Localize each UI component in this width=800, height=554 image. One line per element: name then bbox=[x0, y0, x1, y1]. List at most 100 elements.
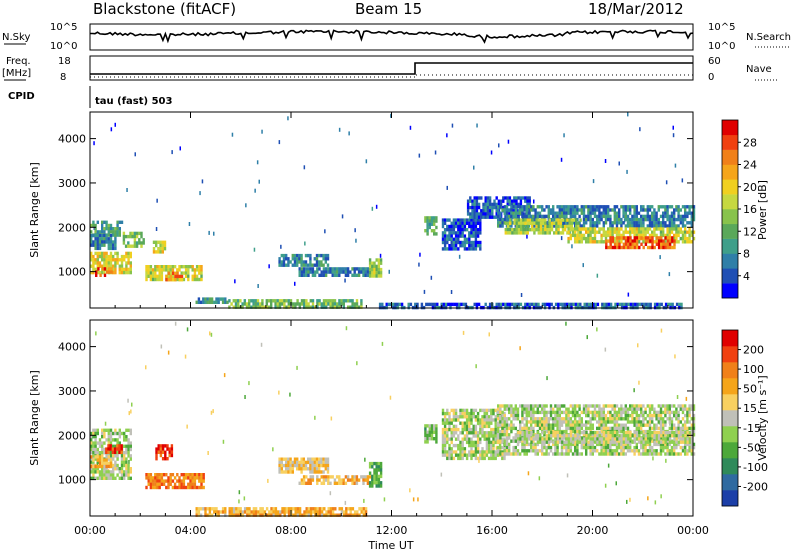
power-cell bbox=[450, 247, 453, 251]
power-cell bbox=[335, 273, 339, 277]
velocity-cell bbox=[629, 404, 632, 408]
power-cell bbox=[580, 205, 583, 209]
velocity-cell bbox=[285, 470, 288, 474]
velocity-cell bbox=[629, 413, 632, 418]
velocity-cell bbox=[514, 452, 517, 456]
velocity-cell bbox=[519, 423, 522, 427]
power-cell bbox=[576, 208, 579, 212]
power-cell bbox=[495, 209, 498, 213]
power-cell bbox=[96, 230, 99, 234]
power-cell bbox=[577, 221, 580, 225]
power-cell bbox=[511, 228, 514, 232]
power-cell bbox=[484, 205, 487, 210]
velocity-speckle bbox=[267, 478, 269, 483]
velocity-cell bbox=[572, 434, 575, 438]
power-speckle bbox=[344, 278, 346, 283]
velocity-cell bbox=[607, 404, 610, 408]
power-cell bbox=[276, 302, 279, 306]
velocity-cell bbox=[125, 438, 128, 442]
velocity-cell bbox=[336, 513, 339, 517]
velocity-cell bbox=[428, 437, 431, 441]
power-cell bbox=[280, 260, 283, 264]
velocity-cell bbox=[160, 482, 164, 486]
power-cell bbox=[585, 217, 588, 222]
power-cell bbox=[514, 211, 517, 215]
velocity-cell bbox=[576, 442, 579, 447]
power-cell bbox=[618, 302, 622, 307]
power-cell bbox=[472, 218, 475, 222]
date-title: 18/Mar/2012 bbox=[588, 0, 684, 18]
power-cell bbox=[505, 208, 509, 212]
velocity-cell bbox=[129, 467, 132, 471]
velocity-cell bbox=[105, 454, 108, 458]
velocity-cell bbox=[237, 507, 240, 511]
velocity-cell bbox=[443, 421, 447, 425]
velocity-cell bbox=[640, 407, 643, 411]
velocity-cell bbox=[681, 449, 685, 453]
power-cell bbox=[618, 233, 621, 238]
power-cell bbox=[659, 233, 663, 238]
power-speckle bbox=[533, 199, 535, 204]
power-cell bbox=[90, 230, 93, 234]
velocity-cell bbox=[499, 420, 502, 424]
velocity-cell bbox=[322, 463, 325, 468]
velocity-cell bbox=[316, 507, 319, 511]
power-cell bbox=[503, 205, 506, 209]
velocity-cell bbox=[567, 413, 570, 418]
velocity-cell bbox=[465, 434, 469, 438]
velocity-cell bbox=[600, 433, 603, 437]
power-cell bbox=[541, 302, 545, 307]
velocity-cell bbox=[375, 461, 378, 466]
velocity-cell bbox=[499, 423, 502, 427]
power-cell bbox=[497, 211, 500, 215]
power-cell bbox=[234, 299, 238, 303]
power-cell bbox=[433, 229, 436, 233]
power-cell bbox=[548, 302, 551, 307]
velocity-cell bbox=[309, 507, 313, 511]
velocity-cell bbox=[123, 463, 126, 468]
velocity-cell bbox=[646, 420, 649, 424]
power-cell bbox=[292, 305, 295, 309]
power-cell bbox=[514, 208, 517, 212]
power-cell bbox=[590, 302, 593, 307]
power-cell bbox=[524, 212, 527, 216]
power-speckle bbox=[681, 178, 684, 183]
power-cell bbox=[416, 302, 419, 307]
velocity-cell bbox=[94, 435, 97, 439]
power-cell bbox=[578, 208, 581, 212]
power-cell bbox=[140, 231, 143, 236]
velocity-cell bbox=[349, 478, 352, 482]
velocity-cell bbox=[487, 431, 491, 435]
velocity-speckle bbox=[104, 421, 107, 426]
velocity-cell bbox=[470, 418, 473, 422]
velocity-cell bbox=[543, 437, 546, 441]
power-cell bbox=[568, 224, 571, 229]
power-cell bbox=[368, 258, 372, 262]
power-cell bbox=[648, 227, 652, 231]
velocity-cell bbox=[116, 447, 119, 451]
power-cell bbox=[270, 305, 273, 309]
power-cell bbox=[582, 233, 586, 238]
power-cell bbox=[576, 205, 579, 209]
power-cell bbox=[609, 233, 612, 238]
velocity-cell bbox=[600, 440, 604, 444]
velocity-cell bbox=[567, 407, 570, 411]
velocity-cell bbox=[611, 449, 614, 453]
power-cell bbox=[524, 199, 527, 203]
velocity-cell bbox=[677, 436, 680, 440]
power-cell bbox=[452, 228, 456, 232]
velocity-cell bbox=[534, 404, 537, 408]
velocity-cell bbox=[331, 507, 335, 511]
power-cell bbox=[611, 239, 615, 243]
velocity-cell bbox=[311, 467, 314, 471]
power-cell bbox=[118, 233, 121, 237]
power-cell bbox=[497, 224, 500, 228]
velocity-cell bbox=[530, 442, 533, 447]
power-cell bbox=[657, 217, 660, 222]
power-cell bbox=[142, 238, 145, 242]
velocity-cell bbox=[481, 447, 484, 451]
power-cell bbox=[546, 231, 549, 235]
power-cell bbox=[333, 302, 337, 306]
velocity-cell bbox=[552, 410, 555, 415]
velocity-cell bbox=[620, 440, 623, 444]
